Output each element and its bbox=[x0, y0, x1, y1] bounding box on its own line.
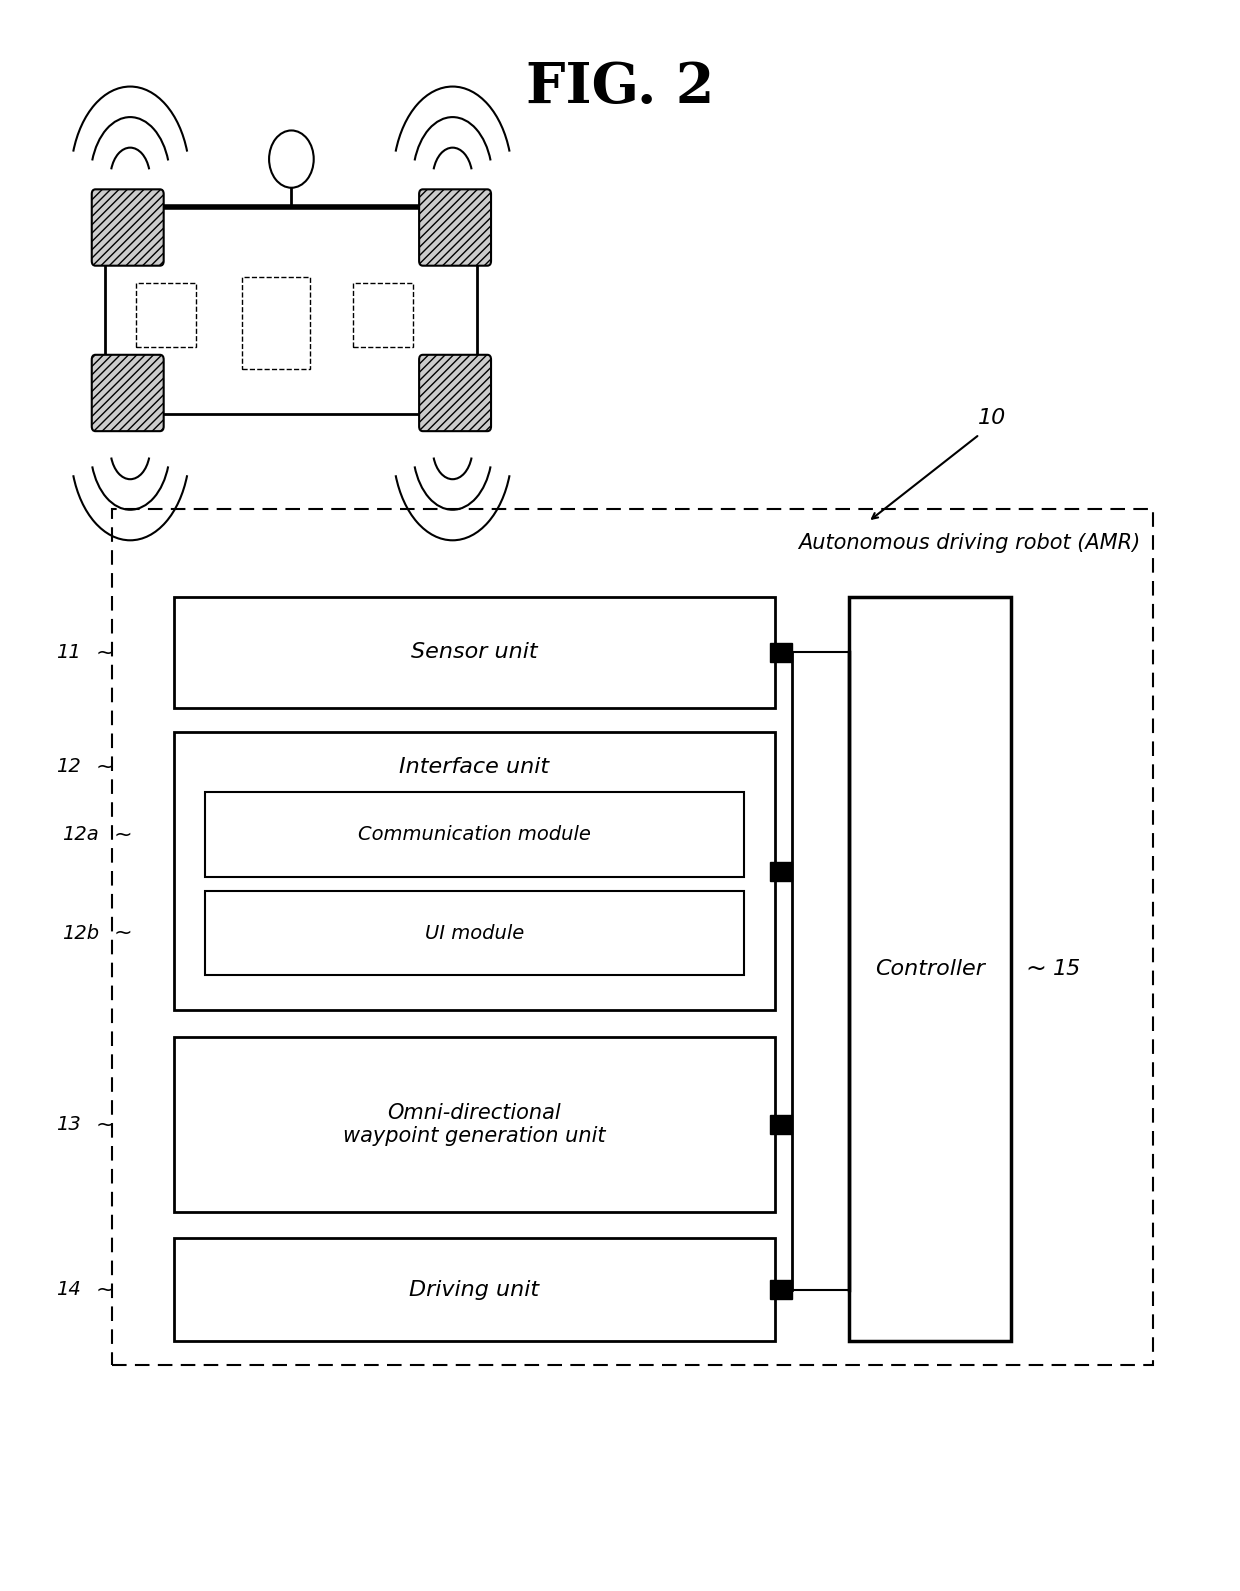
Text: ~: ~ bbox=[95, 757, 114, 776]
FancyBboxPatch shape bbox=[353, 283, 413, 347]
Text: ~: ~ bbox=[1025, 956, 1047, 982]
FancyBboxPatch shape bbox=[770, 1115, 792, 1134]
Text: Sensor unit: Sensor unit bbox=[410, 643, 538, 662]
FancyBboxPatch shape bbox=[770, 643, 792, 662]
FancyBboxPatch shape bbox=[205, 792, 744, 877]
FancyBboxPatch shape bbox=[419, 355, 491, 431]
Circle shape bbox=[269, 130, 314, 188]
Text: ~: ~ bbox=[95, 1115, 114, 1134]
Text: ~: ~ bbox=[95, 1279, 114, 1300]
Text: Autonomous driving robot (AMR): Autonomous driving robot (AMR) bbox=[799, 533, 1141, 554]
Text: UI module: UI module bbox=[424, 924, 525, 942]
FancyBboxPatch shape bbox=[105, 207, 477, 414]
Text: Driving unit: Driving unit bbox=[409, 1279, 539, 1300]
FancyBboxPatch shape bbox=[174, 732, 775, 1010]
Text: ~: ~ bbox=[114, 824, 133, 845]
FancyBboxPatch shape bbox=[174, 1037, 775, 1212]
FancyBboxPatch shape bbox=[242, 277, 310, 369]
FancyBboxPatch shape bbox=[174, 1238, 775, 1341]
Text: 10: 10 bbox=[978, 409, 1006, 428]
FancyBboxPatch shape bbox=[92, 355, 164, 431]
Text: FIG. 2: FIG. 2 bbox=[526, 60, 714, 115]
FancyBboxPatch shape bbox=[419, 189, 491, 266]
FancyBboxPatch shape bbox=[92, 189, 164, 266]
FancyBboxPatch shape bbox=[136, 283, 196, 347]
Text: Omni-directional
waypoint generation unit: Omni-directional waypoint generation uni… bbox=[343, 1103, 605, 1147]
Text: 13: 13 bbox=[56, 1115, 81, 1134]
Text: 11: 11 bbox=[56, 643, 81, 662]
FancyBboxPatch shape bbox=[770, 861, 792, 881]
Text: 12a: 12a bbox=[62, 826, 99, 843]
Text: Interface unit: Interface unit bbox=[399, 757, 549, 776]
Text: 14: 14 bbox=[56, 1281, 81, 1298]
Text: ~: ~ bbox=[114, 923, 133, 943]
Text: ~: ~ bbox=[95, 643, 114, 662]
FancyBboxPatch shape bbox=[770, 1279, 792, 1298]
Text: Controller: Controller bbox=[875, 959, 985, 978]
Text: 15: 15 bbox=[1053, 959, 1081, 978]
Text: 12b: 12b bbox=[62, 924, 99, 942]
FancyBboxPatch shape bbox=[849, 597, 1011, 1341]
FancyBboxPatch shape bbox=[174, 597, 775, 708]
Text: Communication module: Communication module bbox=[358, 826, 590, 843]
Text: 12: 12 bbox=[56, 757, 81, 776]
FancyBboxPatch shape bbox=[205, 891, 744, 975]
